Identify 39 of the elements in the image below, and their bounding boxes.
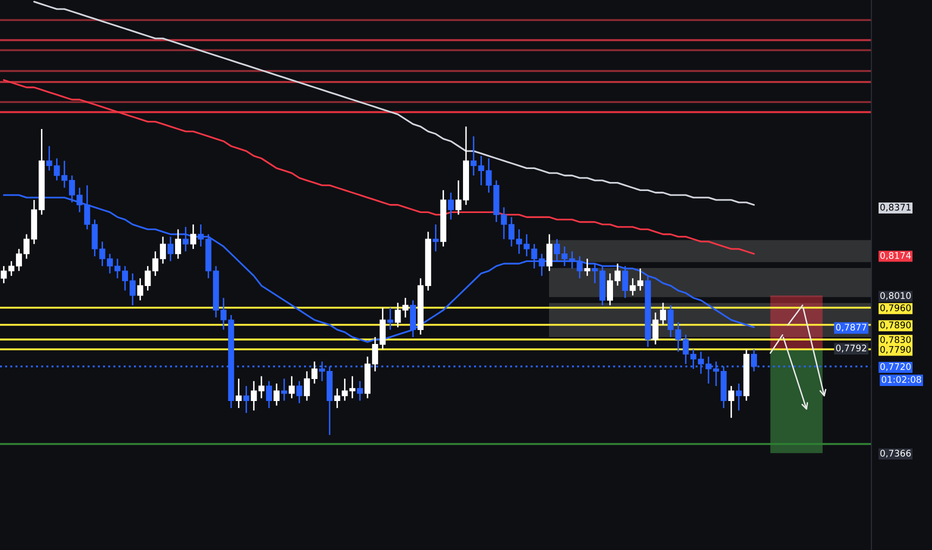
y-tick-label: 0,7790 (880, 346, 911, 354)
candlestick (266, 380, 272, 409)
candlestick (334, 388, 340, 409)
candlestick (728, 385, 734, 419)
candlestick (538, 253, 545, 277)
candlestick (243, 385, 250, 414)
y-tick-label: 0,7830 (880, 336, 911, 344)
y-tick-label: 0,8371 (880, 204, 911, 212)
annotation: 0,7792 (836, 344, 866, 352)
candlestick (167, 236, 174, 262)
candlestick (296, 380, 302, 404)
line-series (33, 0, 755, 206)
candlestick (182, 226, 189, 252)
candlestick (432, 224, 439, 252)
candlestick (546, 234, 552, 272)
y-tick-label: 0,7890 (880, 322, 911, 330)
y-tick-label: 0,8010 (880, 292, 911, 300)
candlestick (637, 268, 644, 292)
candlestick (584, 258, 590, 277)
candlestick (387, 306, 394, 330)
candlestick (356, 380, 363, 402)
candlestick (137, 278, 144, 302)
candlestick (281, 378, 288, 402)
candlestick (175, 228, 182, 260)
annotation: 0,7877 (836, 324, 866, 332)
y-tick-label: 0,7960 (880, 304, 911, 312)
candlestick (622, 265, 628, 299)
candlestick (274, 382, 280, 406)
candlestick (236, 378, 242, 409)
text: 01:02:08 (882, 376, 922, 383)
y-tick-label: 0,7720 (880, 363, 911, 371)
candlestick (630, 278, 636, 296)
candlestick (448, 192, 454, 220)
line-series (2, 79, 755, 255)
candlestick (736, 382, 742, 412)
y-tick-label: 0,8174 (880, 252, 911, 260)
candlestick (190, 224, 196, 250)
candlestick (288, 376, 295, 399)
y-tick-label: 0,7366 (880, 450, 911, 458)
